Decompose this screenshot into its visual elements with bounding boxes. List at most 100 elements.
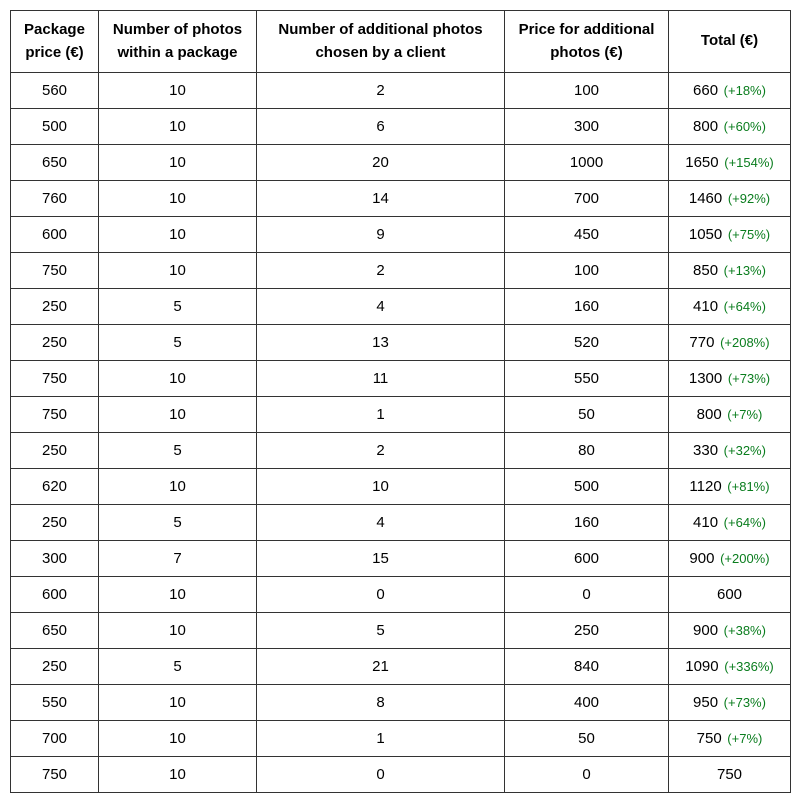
cell-additional-price: 400 (505, 685, 669, 721)
cell-additional-photos: 13 (257, 325, 505, 361)
total-value: 1090 (685, 658, 718, 675)
cell-photos-in-package: 10 (99, 757, 257, 793)
total-percent: (+38%) (720, 623, 766, 638)
cell-package-price: 250 (11, 433, 99, 469)
table-row: 6001094501050 (+75%) (11, 217, 791, 253)
cell-additional-price: 100 (505, 73, 669, 109)
cell-total: 900 (+200%) (669, 541, 791, 577)
cell-photos-in-package: 5 (99, 325, 257, 361)
total-value: 600 (717, 586, 742, 603)
cell-total: 1460 (+92%) (669, 181, 791, 217)
cell-additional-photos: 8 (257, 685, 505, 721)
cell-package-price: 560 (11, 73, 99, 109)
cell-package-price: 650 (11, 613, 99, 649)
total-value: 900 (693, 622, 718, 639)
cell-additional-photos: 15 (257, 541, 505, 577)
table-row: 750102100850 (+13%) (11, 253, 791, 289)
cell-photos-in-package: 5 (99, 433, 257, 469)
cell-photos-in-package: 10 (99, 181, 257, 217)
cell-total: 1050 (+75%) (669, 217, 791, 253)
cell-photos-in-package: 10 (99, 721, 257, 757)
table-row: 300715600900 (+200%) (11, 541, 791, 577)
cell-additional-photos: 2 (257, 433, 505, 469)
table-row: 650102010001650 (+154%) (11, 145, 791, 181)
cell-additional-price: 600 (505, 541, 669, 577)
cell-total: 750 (+7%) (669, 721, 791, 757)
cell-additional-price: 50 (505, 721, 669, 757)
cell-package-price: 250 (11, 289, 99, 325)
cell-photos-in-package: 10 (99, 109, 257, 145)
total-percent: (+75%) (724, 227, 770, 242)
cell-additional-price: 500 (505, 469, 669, 505)
table-row: 76010147001460 (+92%) (11, 181, 791, 217)
table-row: 7501000750 (11, 757, 791, 793)
cell-package-price: 250 (11, 649, 99, 685)
total-value: 660 (693, 82, 718, 99)
table-row: 62010105001120 (+81%) (11, 469, 791, 505)
total-value: 410 (693, 514, 718, 531)
cell-photos-in-package: 5 (99, 289, 257, 325)
table-row: 25054160410 (+64%) (11, 505, 791, 541)
cell-package-price: 760 (11, 181, 99, 217)
col-header-additional-photos: Number of additional photos chosen by a … (257, 11, 505, 73)
total-value: 800 (697, 406, 722, 423)
total-value: 1050 (689, 226, 722, 243)
cell-additional-photos: 2 (257, 253, 505, 289)
cell-additional-photos: 10 (257, 469, 505, 505)
cell-additional-price: 1000 (505, 145, 669, 181)
cell-photos-in-package: 10 (99, 217, 257, 253)
cell-photos-in-package: 10 (99, 73, 257, 109)
total-percent: (+32%) (720, 443, 766, 458)
table-row: 75010150800 (+7%) (11, 397, 791, 433)
cell-additional-price: 250 (505, 613, 669, 649)
total-value: 1300 (689, 370, 722, 387)
cell-additional-photos: 0 (257, 757, 505, 793)
cell-additional-price: 300 (505, 109, 669, 145)
cell-package-price: 600 (11, 577, 99, 613)
cell-package-price: 500 (11, 109, 99, 145)
col-header-additional-price: Price for additional photos (€) (505, 11, 669, 73)
cell-total: 1120 (+81%) (669, 469, 791, 505)
cell-additional-price: 520 (505, 325, 669, 361)
cell-photos-in-package: 7 (99, 541, 257, 577)
table-row: 70010150750 (+7%) (11, 721, 791, 757)
cell-additional-photos: 14 (257, 181, 505, 217)
total-percent: (+18%) (720, 83, 766, 98)
total-value: 1650 (685, 154, 718, 171)
cell-additional-price: 700 (505, 181, 669, 217)
cell-additional-price: 0 (505, 757, 669, 793)
total-percent: (+92%) (724, 191, 770, 206)
cell-total: 1300 (+73%) (669, 361, 791, 397)
cell-additional-photos: 5 (257, 613, 505, 649)
cell-total: 750 (669, 757, 791, 793)
total-percent: (+154%) (721, 155, 774, 170)
header-row: Package price (€) Number of photos withi… (11, 11, 791, 73)
cell-additional-photos: 0 (257, 577, 505, 613)
cell-additional-price: 160 (505, 505, 669, 541)
total-percent: (+7%) (724, 407, 763, 422)
col-header-photos-in-package: Number of photos within a package (99, 11, 257, 73)
total-value: 1460 (689, 190, 722, 207)
total-percent: (+7%) (724, 731, 763, 746)
table-row: 500106300800 (+60%) (11, 109, 791, 145)
cell-total: 900 (+38%) (669, 613, 791, 649)
cell-photos-in-package: 10 (99, 685, 257, 721)
total-value: 410 (693, 298, 718, 315)
total-percent: (+60%) (720, 119, 766, 134)
cell-photos-in-package: 5 (99, 649, 257, 685)
cell-additional-price: 50 (505, 397, 669, 433)
total-value: 750 (697, 730, 722, 747)
cell-package-price: 650 (11, 145, 99, 181)
total-percent: (+13%) (720, 263, 766, 278)
cell-package-price: 250 (11, 505, 99, 541)
cell-additional-photos: 11 (257, 361, 505, 397)
cell-additional-photos: 21 (257, 649, 505, 685)
cell-total: 1090 (+336%) (669, 649, 791, 685)
cell-package-price: 700 (11, 721, 99, 757)
cell-total: 410 (+64%) (669, 289, 791, 325)
cell-total: 800 (+60%) (669, 109, 791, 145)
table-header: Package price (€) Number of photos withi… (11, 11, 791, 73)
total-value: 1120 (689, 478, 721, 495)
total-value: 950 (693, 694, 718, 711)
cell-package-price: 550 (11, 685, 99, 721)
